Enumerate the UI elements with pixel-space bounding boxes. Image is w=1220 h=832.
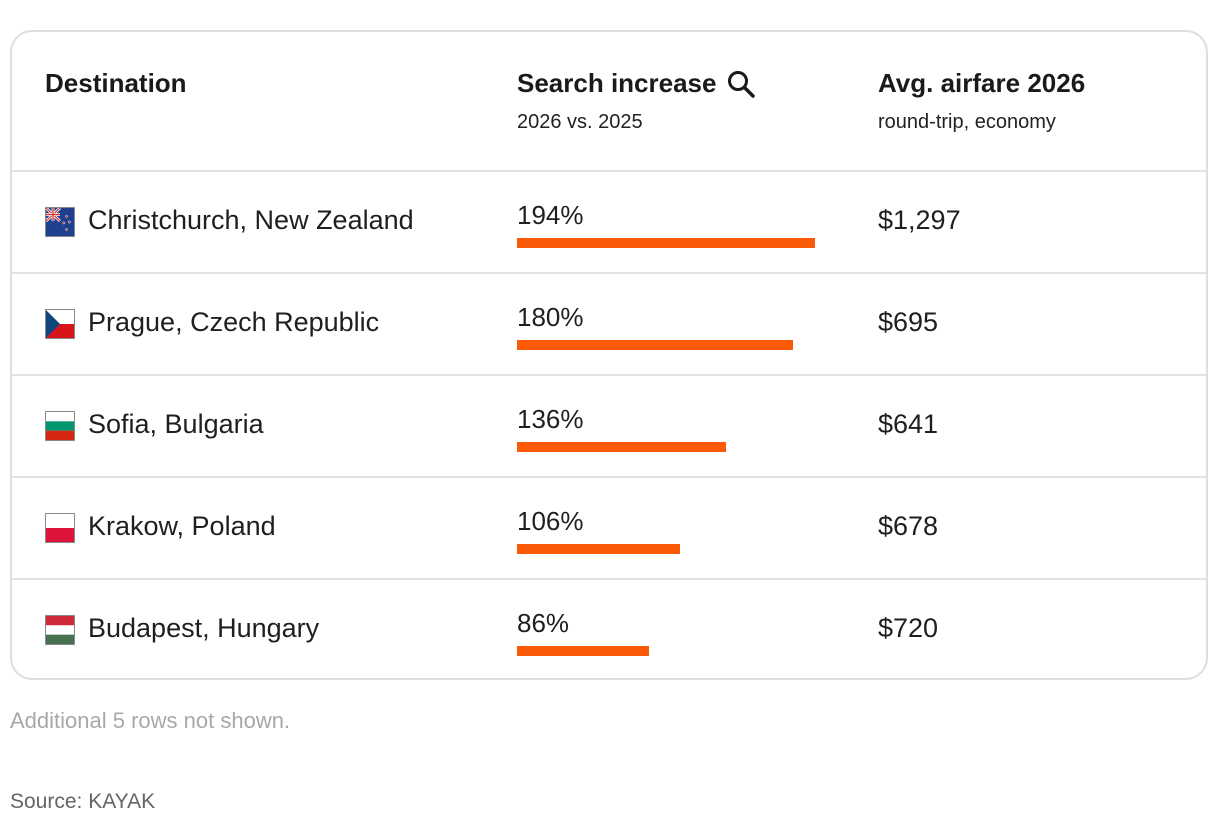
search-increase-label: 194% xyxy=(517,200,584,230)
airfare-value: $695 xyxy=(878,307,939,337)
search-increase-label: 136% xyxy=(517,404,584,434)
table-row: Christchurch, New Zealand 194% $1,297 xyxy=(12,172,1206,274)
search-increase-bar xyxy=(517,340,793,350)
airfare-value: $720 xyxy=(878,613,939,643)
search-increase-label: 106% xyxy=(517,506,584,536)
bulgaria-flag-icon xyxy=(45,411,75,441)
table-header: Destination Search increase 2026 vs. 202… xyxy=(12,32,1206,172)
airfare-value: $641 xyxy=(878,409,939,439)
search-increase-bar xyxy=(517,646,649,656)
destination-name: Budapest, Hungary xyxy=(88,613,320,643)
search-increase-label: 86% xyxy=(517,608,570,638)
czech-flag-icon xyxy=(45,309,75,339)
search-column-header: Search increase 2026 vs. 2025 xyxy=(517,68,756,134)
search-header-sublabel: 2026 vs. 2025 xyxy=(517,111,643,133)
table-row: Budapest, Hungary 86% $720 xyxy=(12,580,1206,678)
new-zealand-flag-icon xyxy=(45,207,75,237)
table-row: Prague, Czech Republic 180% $695 xyxy=(12,274,1206,376)
destination-name: Prague, Czech Republic xyxy=(88,307,380,337)
airfare-header-sublabel: round-trip, economy xyxy=(878,111,1056,133)
hungary-flag-icon xyxy=(45,615,75,645)
table-body: Christchurch, New Zealand 194% $1,297 Pr… xyxy=(12,172,1206,678)
search-increase-label: 180% xyxy=(517,302,584,332)
search-increase-bar xyxy=(517,544,680,554)
search-icon xyxy=(726,69,756,99)
table-row: Krakow, Poland 106% $678 xyxy=(12,478,1206,580)
search-increase-bar xyxy=(517,238,815,248)
search-header-title-row: Search increase xyxy=(517,68,756,99)
airfare-value: $1,297 xyxy=(878,205,961,235)
table-row: Sofia, Bulgaria 136% $641 xyxy=(12,376,1206,478)
poland-flag-icon xyxy=(45,513,75,543)
rows-not-shown-note: Additional 5 rows not shown. xyxy=(10,708,291,733)
airfare-header-label: Avg. airfare 2026 xyxy=(878,68,1086,98)
source-note: Source: KAYAK xyxy=(10,790,156,813)
destination-name: Krakow, Poland xyxy=(88,511,276,541)
airfare-value: $678 xyxy=(878,511,939,541)
destination-column-header: Destination xyxy=(45,68,187,99)
destination-name: Sofia, Bulgaria xyxy=(88,409,264,439)
search-header-label: Search increase xyxy=(517,68,717,98)
destination-name: Christchurch, New Zealand xyxy=(88,205,414,235)
airfare-column-header: Avg. airfare 2026 round-trip, economy xyxy=(878,68,1085,134)
destination-header-label: Destination xyxy=(45,68,187,98)
search-increase-bar xyxy=(517,442,726,452)
data-table: Destination Search increase 2026 vs. 202… xyxy=(10,30,1208,680)
